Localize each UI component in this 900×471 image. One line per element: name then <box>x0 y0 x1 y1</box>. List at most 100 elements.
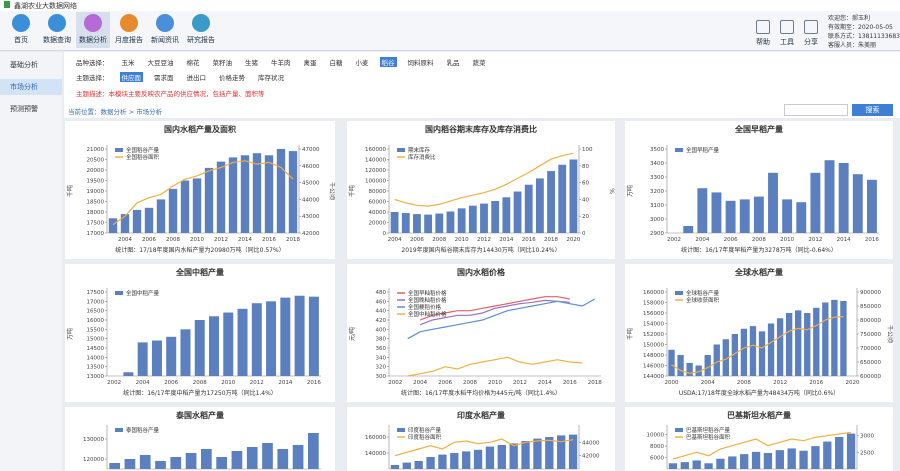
bar <box>695 365 702 376</box>
variety-option[interactable]: 棉花 <box>186 59 200 67</box>
y-tick-label: 340 <box>376 355 387 361</box>
variety-option[interactable]: 牛羊肉 <box>271 59 291 67</box>
y-tick-label: 3000 <box>650 217 664 223</box>
variety-option[interactable]: 蔬菜 <box>472 59 486 67</box>
line-series <box>672 431 852 460</box>
theme-option[interactable]: 库存状况 <box>258 74 284 82</box>
bar <box>668 349 675 376</box>
variety-option[interactable]: 禽蛋 <box>303 59 317 67</box>
legend-label: 巴基斯坦稻谷面积 <box>686 433 731 441</box>
tool-item[interactable]: 分享 <box>800 14 822 50</box>
legend-label: 全国中籼稻价格 <box>408 310 447 318</box>
tool-icon <box>756 20 770 34</box>
bar <box>180 180 190 233</box>
bar <box>787 448 796 469</box>
theme-option[interactable]: 价格走势 <box>219 74 245 82</box>
x-tick-label: 2004 <box>118 237 132 243</box>
bar <box>686 362 693 376</box>
search-input[interactable] <box>784 104 848 116</box>
y-tick-label: 420 <box>376 318 387 324</box>
theme-option[interactable]: 供应面 <box>119 72 143 82</box>
y-tick-label: 130000 <box>83 437 104 443</box>
nav-item[interactable]: 首页 <box>4 12 38 48</box>
title-bar: 鑫湖农业大数据网络 <box>0 0 900 11</box>
y-tick-label: 10000 <box>647 433 665 439</box>
bar <box>810 172 821 233</box>
user-info: 联系方式：13811133683 <box>828 33 900 40</box>
nav-item[interactable]: 研究报告 <box>184 12 218 48</box>
variety-option[interactable]: 玉米 <box>121 59 135 67</box>
legend-label: 库存消费比 <box>408 153 436 161</box>
variety-option[interactable]: 乳品 <box>446 59 460 67</box>
chart-title: 印度水稻产量 <box>457 410 505 420</box>
bar <box>468 205 477 233</box>
bar <box>768 172 778 233</box>
bar <box>120 214 130 233</box>
x-tick-label: 2010 <box>221 380 235 386</box>
bar <box>185 453 197 469</box>
variety-option[interactable]: 生猪 <box>245 59 258 67</box>
bar <box>823 441 832 469</box>
bar <box>180 329 191 376</box>
variety-option[interactable]: 稻谷 <box>379 57 397 67</box>
x-tick-label: 2016 <box>262 237 276 243</box>
bar <box>545 437 554 469</box>
x-tick-label: 2014 <box>538 380 552 386</box>
x-tick-label: 2018 <box>544 237 558 243</box>
sidebar-item[interactable]: 预测预警 <box>10 105 38 113</box>
search-button[interactable]: 搜索 <box>852 104 893 116</box>
bar <box>194 320 205 376</box>
bar <box>262 443 273 469</box>
bar <box>294 295 305 376</box>
x-tick-label: 2006 <box>438 380 452 386</box>
y-tick-label: 16500 <box>87 309 105 315</box>
bar <box>763 453 773 469</box>
nav-item[interactable]: 新闻资讯 <box>148 12 182 48</box>
legend-label: 全球稻谷产量 <box>686 289 720 297</box>
x-tick-label: 2002 <box>388 380 402 386</box>
variety-option[interactable]: 饲料原料 <box>407 59 434 67</box>
y-tick-label: 18500 <box>87 200 105 206</box>
variety-option[interactable]: 大豆豆油 <box>147 59 174 67</box>
app-title: 鑫湖农业大数据网络 <box>14 2 77 10</box>
x-tick-label: 2018 <box>286 237 300 243</box>
y-tick-label: 17500 <box>87 221 105 227</box>
variety-option[interactable]: 白糖 <box>329 59 343 67</box>
x-tick-label: 2006 <box>410 237 424 243</box>
y-tick-label: 140000 <box>365 158 386 164</box>
theme-label: 主题选择： <box>76 74 109 82</box>
theme-option[interactable]: 进出口 <box>186 74 207 82</box>
filter-panel: 品种选择： 玉米 大豆豆油 棉花 菜籽油 生猪 牛羊肉 禽蛋 白糖 小麦 稻谷 饲料原料 乳品 蔬菜 主题选… <box>64 52 900 102</box>
sidebar-item[interactable]: 市场分析 <box>0 79 62 95</box>
legend-label: 期末库存 <box>408 146 431 154</box>
variety-option[interactable]: 小麦 <box>355 59 369 67</box>
sidebar-item[interactable]: 基础分析 <box>10 61 38 69</box>
bar <box>824 160 835 233</box>
tool-item[interactable]: 帮助 <box>752 14 774 50</box>
bar <box>799 450 808 469</box>
legend-swatch <box>675 428 683 432</box>
y-tick-label: 3500 <box>650 147 664 153</box>
legend-swatch <box>397 428 405 432</box>
chart-panel: 全国中稻产量 13000 13500 14000 14500 15000 15500 1600… <box>65 264 335 402</box>
chart-panel: 泰国水稻产量 120000 130000 泰国稻谷产量 <box>65 407 335 471</box>
x-tick-label: 2006 <box>142 237 156 243</box>
bar <box>547 171 555 233</box>
legend-label: 全国粳稻价格 <box>408 303 442 311</box>
tool-item[interactable]: 工具 <box>776 14 798 50</box>
chart: 国内水稻产量及面积 17000 17500 18000 18500 19000 19500 2… <box>66 124 335 254</box>
bar <box>216 161 226 233</box>
nav-item[interactable]: 数据分析 <box>76 12 110 48</box>
x-tick-label: 2008 <box>193 380 207 386</box>
y2-axis-label: % <box>608 188 615 194</box>
bar <box>713 344 720 376</box>
y-axis-label: 千吨 <box>66 185 74 197</box>
nav-item[interactable]: 数据查询 <box>40 12 74 48</box>
y-axis-label: 千吨 <box>626 328 634 340</box>
nav-item[interactable]: 月度报告 <box>112 12 146 48</box>
y-tick-label: 150000 <box>643 343 664 349</box>
theme-option[interactable]: 需求面 <box>154 74 174 82</box>
variety-option[interactable]: 菜籽油 <box>212 59 233 67</box>
y-tick-label: 148000 <box>643 353 664 359</box>
